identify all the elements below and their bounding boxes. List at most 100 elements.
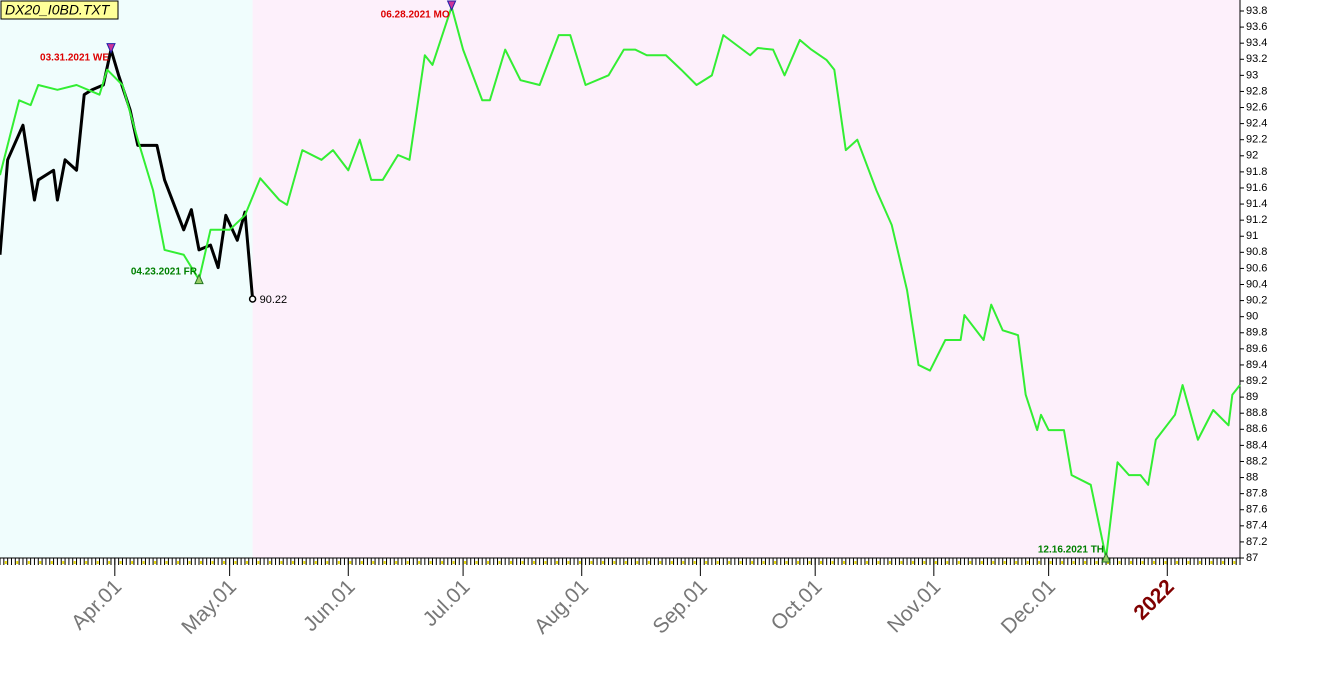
annotation: 03.31.2021 WE — [40, 52, 109, 63]
x-minor-dot — [820, 561, 823, 564]
x-minor-dot — [498, 561, 501, 564]
x-minor-dot — [1072, 561, 1075, 564]
x-tick-label: Sep.01 — [648, 575, 711, 638]
x-minor-dot — [888, 561, 891, 564]
x-minor-dot — [4, 561, 7, 564]
x-minor-dot — [188, 561, 191, 564]
series-line — [0, 48, 255, 300]
y-tick-label: 87 — [1246, 552, 1258, 564]
y-tick-label: 92.6 — [1246, 101, 1267, 113]
y-tick-label: 92 — [1246, 150, 1258, 162]
x-minor-dot — [487, 561, 490, 564]
history-background — [0, 0, 253, 558]
title-box — [0, 0, 119, 20]
x-minor-dot — [842, 561, 845, 564]
x-minor-dot — [85, 561, 88, 564]
x-minor-dot — [257, 561, 260, 564]
y-tick-label: 87.8 — [1246, 488, 1267, 500]
y-tick-label: 87.2 — [1246, 536, 1267, 548]
annotation: 06.28.2021 MO — [381, 10, 450, 21]
y-tick-label: 88.2 — [1246, 455, 1267, 467]
x-minor-dot — [1141, 561, 1144, 564]
last-value-label: 90.22 — [260, 294, 288, 306]
x-minor-dot — [544, 561, 547, 564]
x-minor-dot — [934, 561, 937, 564]
x-minor-dot — [119, 561, 122, 564]
x-minor-dot — [957, 561, 960, 564]
last-point — [248, 295, 257, 303]
x-minor-dot — [613, 561, 616, 564]
x-minor-dot — [1095, 561, 1098, 564]
x-minor-dot — [475, 561, 478, 564]
x-minor-dot — [728, 561, 731, 564]
y-tick-label: 89.8 — [1246, 327, 1267, 339]
x-minor-dot — [693, 561, 696, 564]
x-minor-dot — [50, 561, 53, 564]
x-minor-dot — [923, 561, 926, 564]
x-tick-label: Jun.01 — [299, 575, 360, 636]
x-minor-dot — [1061, 561, 1064, 564]
x-minor-dot — [992, 561, 995, 564]
x-minor-dot — [62, 561, 65, 564]
x-minor-dot — [326, 561, 329, 564]
y-tick-label: 88.8 — [1246, 407, 1267, 419]
x-minor-dot — [96, 561, 99, 564]
y-tick-label: 90.4 — [1246, 278, 1267, 290]
chart-title: DX20_I0BD.TXT — [5, 2, 111, 18]
x-minor-dot — [222, 561, 225, 564]
x-minor-dot — [969, 561, 972, 564]
x-minor-dot — [395, 561, 398, 564]
y-tick-label: 90 — [1246, 311, 1258, 323]
x-minor-dot — [245, 561, 248, 564]
x-minor-dot — [636, 561, 639, 564]
x-minor-dot — [1175, 561, 1178, 564]
x-minor-dot — [1084, 561, 1087, 564]
y-tick-label: 91.4 — [1246, 198, 1267, 210]
y-tick-label: 93.6 — [1246, 21, 1267, 33]
x-minor-dot — [1210, 561, 1213, 564]
y-tick-label: 90.6 — [1246, 262, 1267, 274]
x-minor-dot — [1038, 561, 1041, 564]
x-minor-dot — [601, 561, 604, 564]
x-minor-dot — [314, 561, 317, 564]
x-minor-dot — [464, 561, 467, 564]
annotation: 12.16.2021 TH — [1038, 545, 1104, 556]
x-minor-dot — [578, 561, 581, 564]
x-minor-dot — [177, 561, 180, 564]
x-minor-dot — [774, 561, 777, 564]
x-minor-dot — [854, 561, 857, 564]
x-tick-label: Apr.01 — [67, 575, 126, 634]
x-minor-dot — [154, 561, 157, 564]
projection-background — [252, 0, 1240, 558]
x-minor-dot — [510, 561, 513, 564]
x-minor-dot — [739, 561, 742, 564]
x-minor-dot — [751, 561, 754, 564]
x-minor-dot — [268, 561, 271, 564]
x-minor-dot — [762, 561, 765, 564]
x-minor-dot — [716, 561, 719, 564]
x-minor-dot — [682, 561, 685, 564]
y-tick-label: 89.6 — [1246, 343, 1267, 355]
x-minor-dot — [1118, 561, 1121, 564]
x-minor-dot — [590, 561, 593, 564]
x-minor-dot — [521, 561, 524, 564]
x-minor-dot — [659, 561, 662, 564]
y-tick-label: 91.8 — [1246, 166, 1267, 178]
x-minor-dot — [372, 561, 375, 564]
x-minor-dot — [785, 561, 788, 564]
x-minor-dot — [555, 561, 558, 564]
x-minor-dot — [900, 561, 903, 564]
x-minor-dot — [165, 561, 168, 564]
x-minor-dot — [383, 561, 386, 564]
y-tick-label: 93.2 — [1246, 53, 1267, 65]
y-tick-label: 92.8 — [1246, 85, 1267, 97]
x-minor-dot — [441, 561, 444, 564]
x-minor-dot — [705, 561, 708, 564]
x-minor-dot — [142, 561, 145, 564]
x-minor-dot — [234, 561, 237, 564]
x-minor-dot — [1152, 561, 1155, 564]
x-minor-dot — [303, 561, 306, 564]
x-minor-dot — [647, 561, 650, 564]
x-tick-label: Jul.01 — [419, 575, 475, 631]
